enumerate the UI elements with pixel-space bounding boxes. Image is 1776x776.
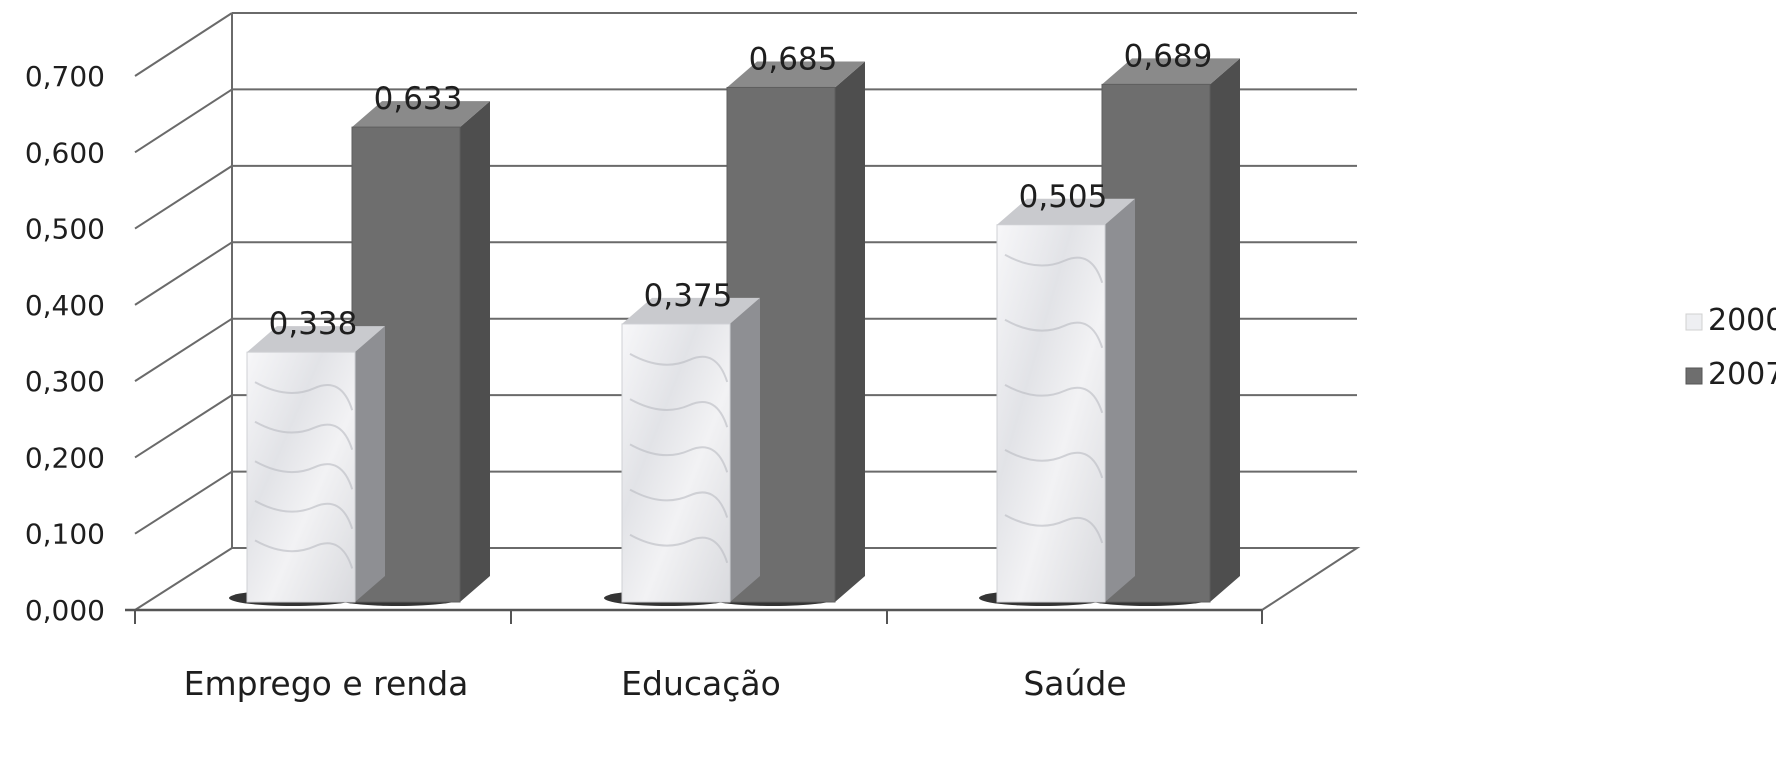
category-label: Emprego e renda bbox=[184, 664, 469, 703]
bar-side bbox=[835, 61, 865, 602]
bar-top bbox=[352, 101, 490, 128]
y-tick-label: 0,200 bbox=[25, 441, 105, 474]
legend-label: 2000 bbox=[1708, 303, 1776, 338]
gridline-side bbox=[134, 165, 233, 230]
marble-vein bbox=[629, 353, 729, 383]
bar-top bbox=[622, 297, 760, 324]
bar-top bbox=[247, 326, 385, 353]
bar-side bbox=[355, 326, 385, 602]
y-tick-label: 0,500 bbox=[25, 213, 105, 246]
legend-swatch bbox=[1685, 367, 1703, 385]
bar-2007 bbox=[709, 61, 865, 606]
y-tick-label: 0,400 bbox=[25, 289, 105, 322]
bar-side bbox=[1210, 58, 1240, 603]
bar-2000 bbox=[229, 326, 385, 606]
bar-front bbox=[621, 323, 731, 603]
gridline-side bbox=[134, 241, 233, 306]
bar-top bbox=[997, 198, 1135, 225]
marble-vein bbox=[629, 533, 729, 564]
marble-vein bbox=[629, 443, 729, 473]
marble-vein bbox=[254, 539, 354, 569]
legend-swatch bbox=[1685, 313, 1703, 331]
marble-vein bbox=[254, 420, 354, 451]
bar-front bbox=[246, 351, 356, 603]
marble-vein bbox=[1004, 318, 1104, 349]
marble-vein bbox=[254, 381, 354, 411]
x-axis-categories: Emprego e renda Educação Saúde bbox=[184, 664, 1127, 703]
bar-side bbox=[730, 297, 760, 602]
legend: 2000 2007 bbox=[1685, 303, 1776, 392]
marble-vein bbox=[629, 398, 729, 428]
y-axis-ticks: 0,000 0,100 0,200 0,300 0,400 0,500 0,600 0,700 bbox=[25, 60, 105, 627]
y-tick-label: 0,300 bbox=[25, 365, 105, 398]
data-label: 0,689 bbox=[1124, 38, 1213, 74]
bar-2000 bbox=[604, 297, 760, 606]
bar-side bbox=[1105, 198, 1135, 602]
marble-vein bbox=[1004, 383, 1104, 414]
chart-floor bbox=[125, 547, 1361, 624]
bars: 0,633 0,685 0,689 0,338 0,375 0,505 bbox=[229, 38, 1240, 606]
gridline-side bbox=[134, 317, 233, 382]
gridline-side bbox=[134, 88, 233, 154]
data-label: 0,505 bbox=[1019, 179, 1108, 215]
marble-vein bbox=[254, 499, 354, 530]
data-label: 0,375 bbox=[644, 278, 733, 314]
marble-vein bbox=[1004, 449, 1104, 479]
bar-front bbox=[996, 224, 1106, 603]
bar-top bbox=[1102, 58, 1240, 85]
bar-2000 bbox=[979, 198, 1135, 606]
bar-top bbox=[727, 61, 865, 88]
gridline-side bbox=[134, 12, 233, 77]
marble-vein bbox=[254, 460, 354, 490]
gridline-side bbox=[134, 394, 233, 459]
category-label: Educação bbox=[621, 664, 781, 703]
data-label: 0,338 bbox=[269, 306, 358, 342]
data-label: 0,685 bbox=[749, 41, 838, 77]
marble-vein bbox=[1004, 514, 1104, 544]
data-label: 0,633 bbox=[374, 81, 463, 117]
y-tick-label: 0,600 bbox=[25, 136, 105, 169]
y-tick-label: 0,000 bbox=[25, 594, 105, 627]
category-label: Saúde bbox=[1023, 664, 1126, 703]
legend-label: 2007 bbox=[1708, 357, 1776, 392]
marble-vein bbox=[1004, 253, 1104, 284]
bar-side bbox=[460, 101, 490, 603]
gridline-side bbox=[134, 470, 233, 535]
marble-vein bbox=[629, 488, 729, 518]
y-tick-label: 0,100 bbox=[25, 518, 105, 551]
y-tick-label: 0,700 bbox=[25, 60, 105, 93]
